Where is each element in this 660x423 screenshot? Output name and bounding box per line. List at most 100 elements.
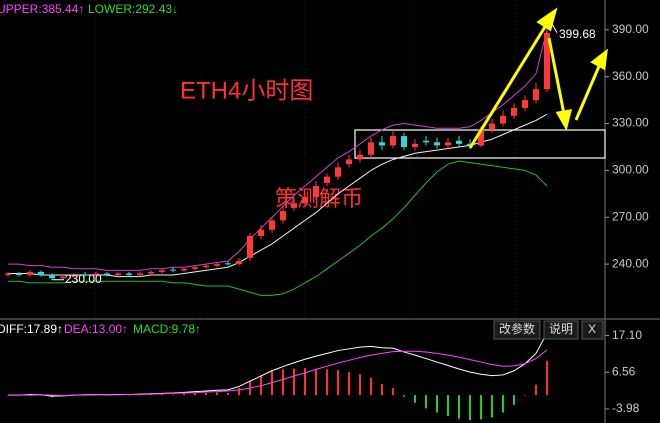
annotation: 230.00 (65, 272, 102, 286)
candle-body (434, 142, 440, 146)
button-label[interactable]: 说明 (549, 321, 573, 336)
macd-bar (271, 371, 273, 396)
macd-bar (480, 395, 482, 420)
macd-bar (491, 395, 493, 418)
macd-bar (326, 369, 328, 396)
y-tick-label: 300.00 (612, 163, 649, 177)
legend-dea: DEA:13.00↑ (64, 322, 128, 336)
button-label[interactable]: 改参数 (499, 321, 535, 336)
candle-body (544, 32, 550, 90)
legend-diff: DIFF:17.89↑ (0, 322, 63, 336)
arrow-head (555, 109, 573, 131)
candle-body (533, 89, 539, 101)
macd-bar (337, 370, 339, 396)
candle-body (137, 273, 143, 276)
candle-body (170, 269, 176, 271)
macd-bar (535, 384, 537, 396)
macd-bar (447, 395, 449, 417)
candle-body (269, 220, 275, 230)
macd-bar (40, 395, 42, 396)
candle-body (423, 140, 429, 143)
candle-body (302, 196, 308, 204)
macd-bar (403, 395, 405, 397)
candle-body (456, 140, 462, 144)
y-tick-label: 390.00 (612, 22, 649, 36)
candle-body (401, 136, 407, 147)
button[interactable] (493, 320, 541, 340)
macd-bar (436, 395, 438, 413)
button-label[interactable]: X (588, 322, 596, 336)
macd-bar (392, 388, 394, 396)
macd-bar (227, 393, 229, 396)
macd-bar (150, 394, 152, 396)
macd-bar (458, 395, 460, 419)
macd-bar (469, 395, 471, 421)
annotation: 399.68 (559, 27, 596, 41)
macd-bar (304, 367, 306, 396)
macd-bar (216, 392, 218, 396)
candle-body (291, 203, 297, 208)
macd-bar (359, 374, 361, 396)
candle-body (148, 271, 154, 274)
candle-body (60, 276, 66, 279)
macd-bar (205, 393, 207, 396)
candle-body (346, 159, 352, 165)
candle-body (71, 275, 77, 277)
candle-body (335, 167, 341, 177)
macd-bar (106, 395, 108, 396)
macd-bar (128, 395, 130, 396)
macd-bar (381, 383, 383, 396)
candle-body (390, 136, 396, 146)
macd-bar (183, 393, 185, 396)
candle-body (214, 264, 220, 266)
y-tick-label: -3.98 (612, 401, 640, 415)
y-tick-label: 240.00 (612, 256, 649, 270)
candle-body (49, 275, 55, 279)
chart-subtitle: 策测解币 (275, 186, 363, 211)
candle-body (511, 107, 517, 116)
candle-body (500, 115, 506, 124)
y-tick-label: 270.00 (612, 209, 649, 223)
band-line (8, 29, 548, 271)
candle-body (225, 263, 231, 265)
grid (94, 0, 516, 318)
macd-bar (194, 393, 196, 396)
band-line (8, 160, 548, 296)
candle-body (93, 273, 99, 276)
candle-body (181, 268, 187, 271)
legend-upper: UPPER:385.44↑ (0, 2, 84, 16)
y-tick-label: 330.00 (612, 116, 649, 130)
candle-body (467, 143, 473, 146)
candle-body (478, 129, 484, 146)
candle-body (324, 176, 330, 183)
candle-body (192, 267, 198, 269)
arrow (547, 37, 566, 115)
macd-bar (414, 395, 416, 403)
marks: 240.00 270.00 300.00 330.00 360.00 390.00 230.… (5, 14, 649, 421)
candle-body (313, 186, 319, 197)
y-tick-label: 360.00 (612, 69, 649, 83)
candle-body (280, 211, 286, 221)
macd-bar (425, 395, 427, 409)
chart-title: ETH4小时图 (180, 77, 313, 104)
macd-bar (238, 388, 240, 396)
y-tick-label: 17.10 (612, 328, 642, 342)
candle-body (368, 142, 374, 155)
macd-bar (546, 361, 548, 396)
candle-body (159, 270, 165, 272)
candle-body (489, 123, 495, 130)
button[interactable] (543, 320, 579, 340)
candle-body (379, 142, 385, 146)
macd-bar (348, 372, 350, 396)
candle-body (82, 274, 88, 276)
button[interactable] (581, 320, 604, 340)
candle-body (412, 143, 418, 147)
candle-body (522, 100, 528, 108)
macd-bar (282, 369, 284, 396)
legend-lower: LOWER:292.43↓ (88, 2, 178, 16)
candle-body (38, 271, 44, 276)
arrow-head (536, 7, 558, 32)
candle-body (357, 154, 363, 160)
